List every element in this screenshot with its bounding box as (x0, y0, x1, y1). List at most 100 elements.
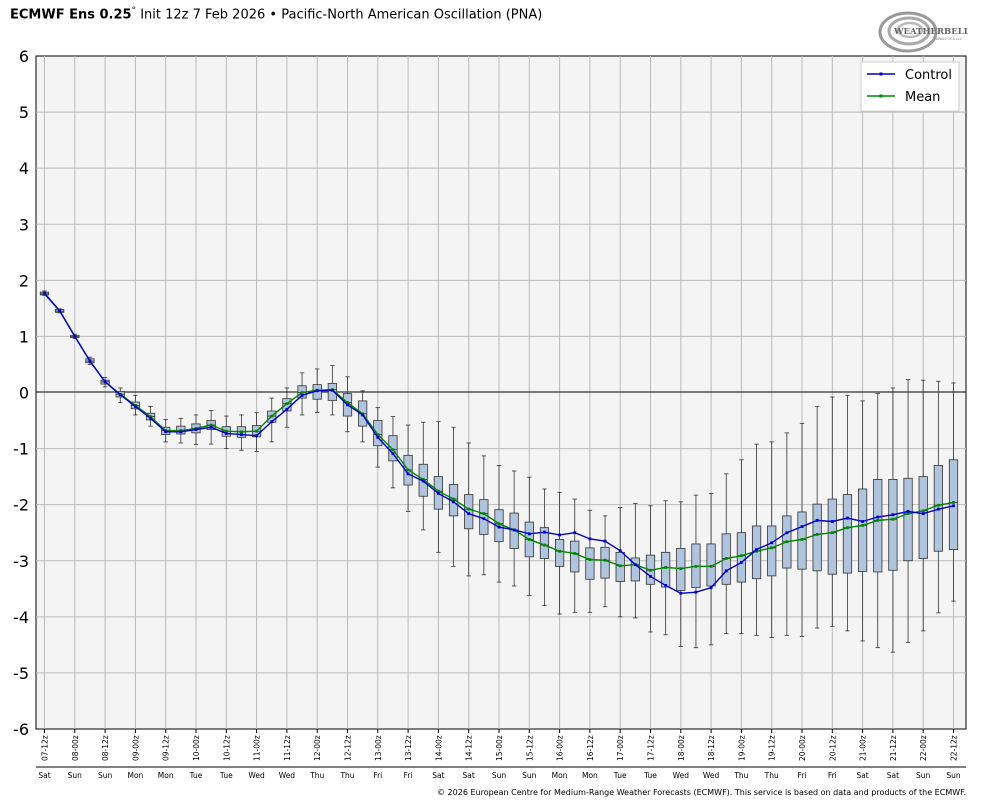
control-point (422, 480, 425, 483)
x-day-label: Thu (764, 771, 779, 780)
mean-point (952, 501, 955, 504)
x-tick-label: 16-00z (556, 735, 565, 761)
mean-point (785, 540, 788, 543)
mean-point (452, 498, 455, 501)
mean-point (482, 512, 485, 515)
box-iqr (661, 552, 669, 587)
x-day-label: Mon (552, 771, 568, 780)
box-iqr (737, 533, 745, 582)
control-point (634, 563, 637, 566)
x-tick-label: 12-12z (344, 735, 353, 761)
mean-point (816, 533, 819, 536)
x-day-label: Wed (703, 771, 720, 780)
control-point (604, 540, 607, 543)
mean-point (846, 526, 849, 529)
control-point (58, 309, 61, 312)
x-tick-label: 19-12z (768, 735, 777, 761)
control-point (922, 512, 925, 515)
x-day-label: Sun (916, 771, 931, 780)
x-day-label: Sun (492, 771, 507, 780)
control-point (907, 510, 910, 513)
control-point (43, 292, 46, 295)
box-iqr (555, 539, 563, 566)
x-tick-label: 16-12z (586, 735, 595, 761)
y-tick-label: 2 (19, 271, 29, 290)
x-tick-label: 12-00z (313, 735, 322, 761)
x-day-label: Sat (38, 771, 50, 780)
control-point (740, 561, 743, 564)
x-axis: 07-12zSat08-00zSun08-12zSun09-00zMon09-1… (36, 729, 966, 780)
mean-point (573, 552, 576, 555)
control-point (331, 389, 334, 392)
x-day-label: Sun (98, 771, 113, 780)
control-point (664, 584, 667, 587)
control-point (437, 492, 440, 495)
y-tick-label: 6 (19, 47, 29, 66)
control-point (73, 335, 76, 338)
y-axis: 6543210-1-2-3-4-5-6 (13, 47, 29, 739)
x-tick-label: 18-00z (677, 735, 686, 761)
x-day-label: Fri (373, 771, 382, 780)
box-iqr (571, 541, 579, 572)
control-point (725, 569, 728, 572)
control-point (286, 408, 289, 411)
mean-point (725, 557, 728, 560)
mean-point (770, 546, 773, 549)
mean-point (255, 430, 258, 433)
control-point (861, 520, 864, 523)
mean-point (240, 430, 243, 433)
x-tick-label: 20-12z (828, 735, 837, 761)
x-tick-label: 21-12z (889, 735, 898, 761)
control-point (376, 436, 379, 439)
x-day-label: Tue (643, 771, 657, 780)
x-tick-label: 11-00z (253, 735, 262, 761)
mean-point (528, 538, 531, 541)
control-point (679, 592, 682, 595)
mean-point (695, 565, 698, 568)
control-point (952, 504, 955, 507)
x-day-label: Thu (339, 771, 354, 780)
control-point (316, 389, 319, 392)
x-tick-label: 20-00z (798, 735, 807, 761)
y-tick-label: -2 (13, 496, 29, 515)
x-tick-label: 07-12z (41, 735, 50, 761)
y-tick-label: 1 (19, 327, 29, 346)
x-tick-label: 08-00z (71, 735, 80, 761)
box-iqr (874, 479, 882, 572)
x-tick-label: 22-00z (919, 735, 928, 761)
control-point (255, 434, 258, 437)
control-point (770, 541, 773, 544)
box-iqr (813, 504, 821, 571)
box-iqr (828, 499, 836, 574)
y-tick-label: -3 (13, 552, 29, 571)
box-iqr (889, 479, 897, 570)
mean-point (543, 544, 546, 547)
control-point (225, 432, 228, 435)
y-tick-label: -4 (13, 608, 29, 627)
x-day-label: Wed (279, 771, 296, 780)
x-tick-label: 15-12z (525, 735, 534, 761)
x-day-label: Tue (189, 771, 203, 780)
control-point (589, 537, 592, 540)
mean-point (619, 564, 622, 567)
control-point (104, 380, 107, 383)
legend-control-marker (880, 73, 883, 76)
y-tick-label: 0 (19, 384, 29, 403)
control-point (270, 420, 273, 423)
x-day-label: Tue (613, 771, 627, 780)
control-point (558, 534, 561, 537)
control-point (407, 472, 410, 475)
mean-point (286, 402, 289, 405)
control-point (164, 430, 167, 433)
mean-point (922, 509, 925, 512)
control-point (528, 532, 531, 535)
control-point (755, 548, 758, 551)
copyright-footer: © 2026 European Centre for Medium-Range … (437, 788, 966, 797)
control-point (195, 428, 198, 431)
control-point (543, 531, 546, 534)
x-tick-label: 08-12z (101, 735, 110, 761)
x-tick-label: 11-12z (283, 735, 292, 761)
x-day-label: Wed (248, 771, 265, 780)
x-tick-label: 19-00z (737, 735, 746, 761)
